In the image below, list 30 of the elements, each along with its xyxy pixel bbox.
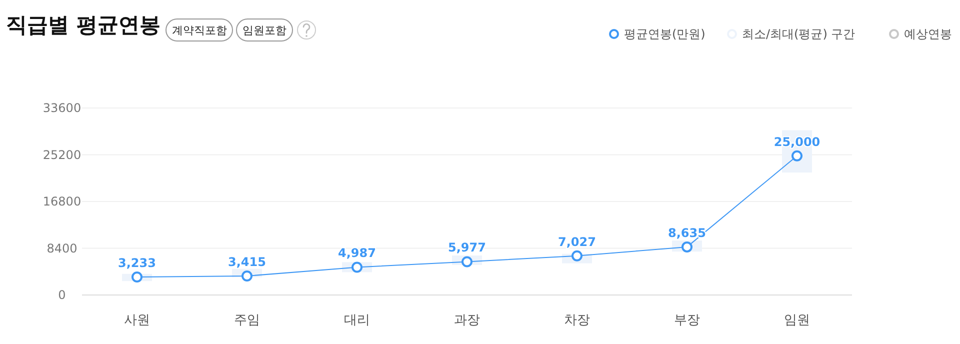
x-tick-label: 사원 [124, 313, 150, 328]
text: 임원포함 [242, 24, 286, 37]
y-tick-label: 8400 [46, 241, 78, 256]
y-tick-label: 33600 [42, 101, 82, 115]
y-tick-label: 25200 [42, 148, 82, 162]
point [132, 272, 142, 283]
data-label: 5,977 [448, 240, 486, 255]
point [682, 241, 692, 252]
x-tick-label: 차장 [564, 313, 590, 328]
x-tick-label: 대리 [344, 313, 370, 328]
x-tick-label: 임원 [784, 313, 810, 328]
chart-title: 직급별 평균연봉 [6, 13, 160, 37]
point [572, 250, 582, 262]
data-label: 4,987 [338, 246, 376, 260]
x-tick-label: 부장 [674, 313, 700, 328]
y-tick-label: 16800 [42, 194, 82, 208]
data-label: 25,000 [774, 134, 820, 149]
x-tick-label: 과장 [454, 313, 480, 328]
point [242, 270, 252, 282]
legend-label: 예상연봉 [904, 27, 952, 41]
data-label: 3,233 [118, 256, 156, 270]
x-tick-label: 주임 [234, 313, 260, 328]
point [462, 256, 472, 268]
legend-label: 최소/최대(평균) 구간 [742, 27, 856, 41]
text: 계약직포함 [172, 24, 227, 37]
y-tick-label: 0 [58, 288, 66, 302]
data-label: 3,415 [228, 254, 266, 269]
legend-label: 평균연봉(만원) [624, 27, 706, 41]
point [352, 262, 362, 273]
data-label: 7,027 [558, 234, 596, 249]
